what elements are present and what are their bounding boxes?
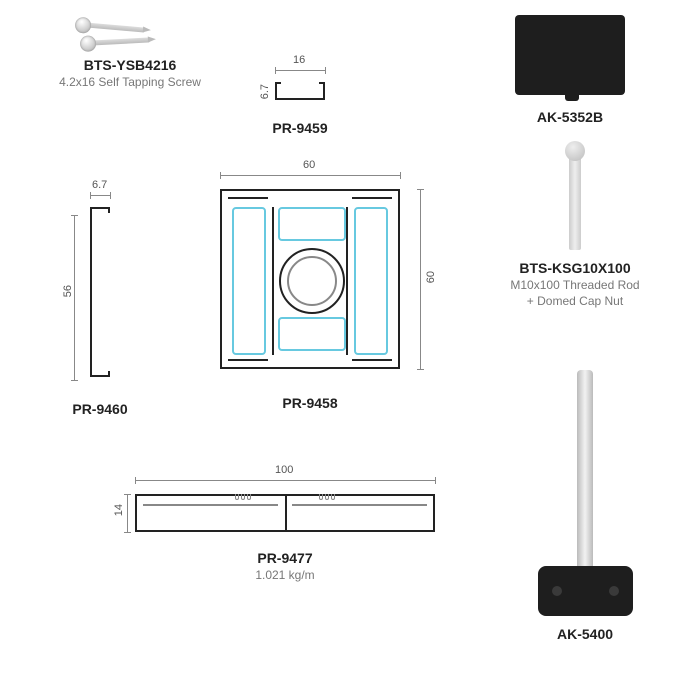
part-code: PR-9477: [115, 550, 455, 566]
part-ak5352b: AK-5352B: [500, 15, 640, 125]
screw-icon: [85, 22, 145, 32]
endcap-ak5352b-icon: [515, 15, 625, 95]
dim-height: 60: [425, 271, 437, 283]
dim-width: 60: [303, 159, 315, 171]
dim-width: 100: [275, 464, 293, 476]
part-code: AK-5352B: [500, 109, 640, 125]
part-bts-ksg: BTS-KSG10X100 M10x100 Threaded Rod + Dom…: [490, 155, 660, 308]
part-pr9477: 100 14 PR-9477 1.021 kg/m: [115, 480, 455, 582]
dim-height: 6.7: [259, 84, 271, 99]
dim-height: 56: [62, 285, 74, 297]
part-code: PR-9460: [60, 401, 140, 417]
part-pr9458: 60 60 PR-9458: [195, 175, 425, 411]
dim-width: 6.7: [92, 179, 107, 191]
part-code: AK-5400: [520, 626, 650, 642]
threaded-rod-icon: [569, 155, 581, 250]
part-code: BTS-YSB4216: [40, 57, 220, 73]
part-code: PR-9458: [195, 395, 425, 411]
part-pr9459: 16 6.7 PR-9459: [255, 70, 345, 136]
profile-pr9460-icon: [90, 207, 110, 377]
part-desc: + Domed Cap Nut: [490, 294, 660, 308]
part-pr9460: 6.7 56 PR-9460: [60, 195, 140, 417]
profile-pr9477-icon: [135, 494, 435, 532]
part-desc: M10x100 Threaded Rod: [490, 278, 660, 292]
screw-icon: [90, 37, 150, 45]
dim-width: 16: [293, 54, 305, 66]
part-desc: 4.2x16 Self Tapping Screw: [40, 75, 220, 89]
part-ak5400: AK-5400: [520, 370, 650, 642]
dim-height: 14: [113, 504, 125, 516]
ak5400-rod-icon: [577, 370, 593, 570]
profile-pr9458-icon: [220, 189, 400, 369]
part-code: BTS-KSG10X100: [490, 260, 660, 276]
part-code: PR-9459: [255, 120, 345, 136]
ak5400-base-icon: [538, 566, 633, 616]
profile-pr9459-icon: [275, 82, 325, 100]
part-bts-ysb4216: BTS-YSB4216 4.2x16 Self Tapping Screw: [40, 15, 220, 89]
part-weight: 1.021 kg/m: [115, 568, 455, 582]
